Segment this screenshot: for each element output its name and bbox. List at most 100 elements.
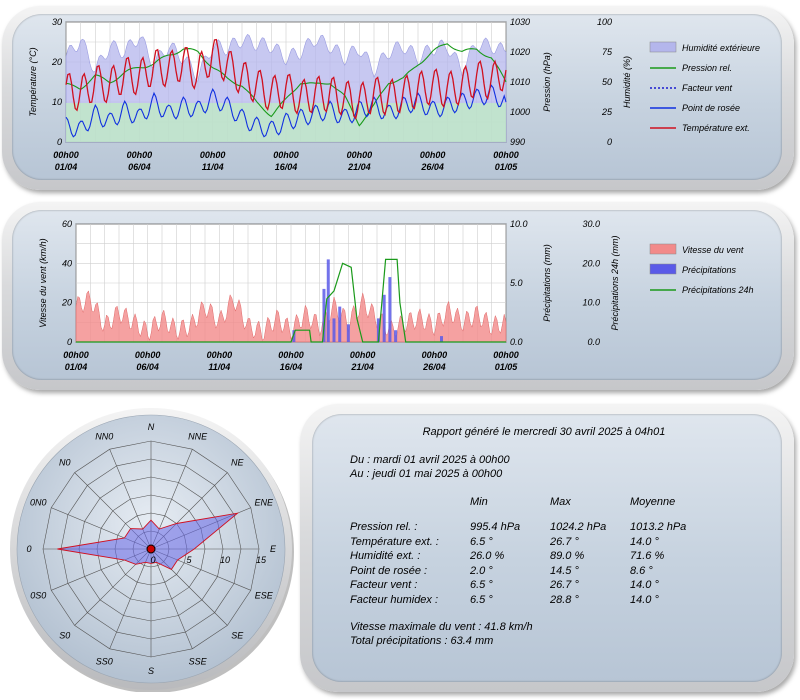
report-cell-avg: 1013.2 hPa — [630, 521, 687, 533]
report-cell-max: 14.5 ° — [550, 564, 579, 577]
wind-rose-wrap: N NNE NE ENE E ESE SE SSE S SS0 S0 0S0 0 0N0 N0 NN0 0 5 10… — [8, 404, 296, 693]
y-right1-tick: 1020 — [510, 47, 530, 57]
y-left-tick: 60 — [62, 219, 72, 229]
rose-dir-0n0: 0N0 — [30, 497, 47, 507]
x-tick-date: 06/04 — [128, 162, 151, 172]
x-tick-date: 16/04 — [275, 162, 298, 172]
report-cell-avg: 14.0 ° — [630, 535, 659, 548]
series-dew-point — [65, 84, 507, 138]
report-cell-max: 26.7 ° — [550, 579, 579, 591]
y-right1-tick: 5.0 — [510, 278, 523, 288]
y-right2-tick: 30.0 — [582, 219, 600, 229]
report-header-max: Max — [550, 496, 571, 508]
x-tick-date: 01/04 — [65, 362, 88, 372]
y-right2-tick: 0.0 — [587, 337, 600, 347]
report-cell-avg: 8.6 ° — [630, 564, 653, 577]
report-cell-avg: 71.6 % — [630, 550, 665, 562]
x-tick-time: 00h00 — [135, 350, 161, 360]
y-right2-tick: 25 — [601, 107, 613, 117]
report-cell-label: Facteur vent : — [350, 579, 418, 591]
rose-data — [57, 512, 240, 570]
report-cell-avg: 14.0 ° — [630, 593, 659, 606]
rose-dir-0s0: 0S0 — [30, 591, 46, 601]
report-cell-avg: 14.0 ° — [630, 579, 659, 591]
x-tick-time: 00h00 — [493, 150, 519, 160]
report-title: Rapport généré le mercredi 30 avril 2025… — [422, 426, 666, 438]
x-tick-time: 00h00 — [207, 350, 233, 360]
y-left-tick: 30 — [52, 17, 62, 27]
rain-bar — [326, 259, 330, 342]
rose-ring-label: 15 — [256, 555, 267, 565]
wind-rose-chart: N NNE NE ENE E ESE SE SSE S SS0 S0 0S0 0 0N0 N0 NN0 0 5 10… — [10, 408, 294, 693]
rose-dir-ese: ESE — [255, 591, 274, 601]
legend-label: Précipitations — [682, 265, 737, 275]
x-tick-date: 21/04 — [350, 362, 374, 372]
y-right2-tick: 20.0 — [581, 258, 600, 268]
y-right1-tick: 1000 — [510, 107, 530, 117]
rose-center — [146, 544, 156, 554]
rose-spoke — [150, 548, 193, 649]
x-tick-time: 00h00 — [420, 150, 446, 160]
legend-label: Température ext. — [682, 123, 750, 133]
y-left-label: Température (°C) — [28, 47, 38, 116]
rose-dir-nne: NNE — [188, 431, 208, 441]
y-right1-tick: 1010 — [510, 77, 530, 87]
y-right1-tick: 1030 — [510, 17, 530, 27]
y-left-tick: 10 — [52, 97, 62, 107]
y-right1-tick: 990 — [510, 137, 525, 147]
x-tick-date: 16/04 — [280, 362, 303, 372]
legend-swatch — [649, 263, 677, 275]
y-right2-label: Précipitations 24h (mm) — [610, 235, 620, 330]
y-right1-label: Précipitations (mm) — [542, 244, 552, 322]
report-header-avg: Moyenne — [630, 496, 676, 508]
series-wind — [75, 290, 507, 343]
legend-label: Vitesse du vent — [682, 245, 744, 255]
x-tick-date: 01/04 — [55, 162, 78, 172]
y-right2-tick: 100 — [597, 17, 612, 27]
report-header-min: Min — [470, 496, 488, 508]
report-cell-min: 2.0 ° — [470, 564, 493, 577]
x-tick-date: 11/04 — [202, 162, 224, 172]
y-right2-tick: 75 — [602, 47, 613, 57]
legend-label: Précipitations 24h — [682, 285, 754, 295]
report-cell-label: Humidité ext. : — [350, 550, 421, 562]
rose-dir-s: S — [148, 666, 154, 676]
y-right1-tick: 10.0 — [510, 219, 528, 229]
y-right2-tick: 0 — [607, 137, 612, 147]
y-right2-label: Humidité (%) — [622, 56, 632, 108]
rose-spoke — [109, 548, 152, 649]
rain-bar — [376, 318, 380, 342]
report-cell-max: 1024.2 hPa — [550, 521, 607, 533]
rose-dir-ene: ENE — [254, 497, 274, 507]
report-cell-max: 89.0 % — [550, 550, 585, 562]
x-tick-date: 01/05 — [495, 162, 519, 172]
x-tick-time: 00h00 — [422, 350, 448, 360]
y-right1-tick: 0.0 — [510, 337, 523, 347]
y-right2-tick: 10.0 — [582, 298, 600, 308]
legend-label: Humidité extérieure — [682, 43, 760, 53]
legend-swatch — [649, 243, 677, 255]
series-rain-24h — [76, 258, 506, 343]
rose-dir-n: N — [148, 422, 155, 432]
rain-bar — [332, 318, 336, 342]
wind-rain-chart: 00h00 01/04 00h00 06/04 00h00 11/04 00h00 16/04… — [38, 219, 754, 372]
report-cell-label: Température ext. : — [350, 535, 439, 548]
report-period-from: Du : mardi 01 avril 2025 à 00h00 — [350, 454, 510, 466]
x-tick-time: 00h00 — [278, 350, 304, 360]
rain-bar — [292, 330, 296, 342]
rose-dir-sse: SSE — [189, 657, 208, 667]
series-pressure — [65, 43, 507, 127]
report-cell-max: 28.8 ° — [550, 593, 579, 606]
report: Rapport généré le mercredi 30 avril 2025… — [318, 418, 770, 678]
x-tick-date: 06/04 — [136, 362, 159, 372]
report-cell-label: Pression rel. : — [350, 521, 418, 533]
rose-dir-e: E — [270, 544, 277, 554]
legend-swatch — [649, 41, 677, 53]
rain-bar — [382, 294, 386, 342]
y-left-tick: 0 — [67, 337, 72, 347]
y-right1-label: Pression (hPa) — [542, 52, 552, 112]
x-tick-time: 00h00 — [350, 350, 376, 360]
rose-dir-ne: NE — [231, 458, 244, 468]
y-right2-tick: 50 — [602, 77, 612, 87]
rain-bar — [322, 288, 326, 342]
